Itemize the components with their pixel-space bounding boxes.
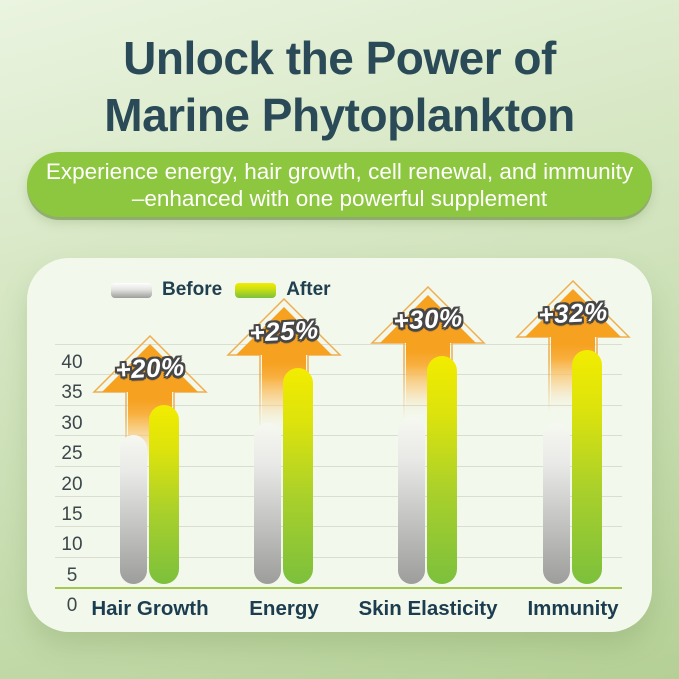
gridline bbox=[55, 526, 622, 528]
bar-before bbox=[254, 422, 281, 584]
increase-arrow-icon bbox=[370, 286, 486, 423]
category-label: Hair Growth bbox=[91, 597, 209, 620]
y-tick-label: 15 bbox=[61, 503, 83, 525]
y-tick-label: 25 bbox=[61, 443, 83, 465]
page-title: Unlock the Power of Marine Phytoplankton bbox=[0, 30, 679, 144]
gridline bbox=[55, 435, 622, 437]
page-title-line1: Unlock the Power of bbox=[123, 32, 556, 84]
chart-card: Before After 40 35 30 25 20 15 10 5 0 +20% Hair Gr… bbox=[27, 258, 652, 632]
legend-label-before: Before bbox=[162, 279, 223, 300]
increase-arrow-icon bbox=[92, 334, 208, 472]
bar-before bbox=[120, 435, 147, 584]
y-tick-label: 35 bbox=[61, 382, 83, 404]
subtitle-line1: Experience energy, hair growth, cell ren… bbox=[45, 158, 634, 184]
bar-after bbox=[283, 368, 313, 584]
category-label: Immunity bbox=[527, 597, 619, 620]
page-title-line2: Marine Phytoplankton bbox=[104, 89, 575, 141]
bar-before bbox=[543, 422, 570, 584]
increase-arrow-icon bbox=[226, 298, 342, 435]
gridline bbox=[55, 374, 622, 376]
chart-legend: Before After bbox=[111, 279, 331, 301]
bar-before bbox=[398, 416, 425, 584]
category-label: Skin Elasticity bbox=[358, 597, 498, 620]
category-label: Energy bbox=[249, 597, 319, 620]
bar-after bbox=[427, 356, 457, 584]
y-tick-label: 0 bbox=[66, 595, 78, 616]
gridline bbox=[55, 465, 622, 467]
y-tick-label: 5 bbox=[66, 564, 78, 586]
y-tick-label: 20 bbox=[61, 473, 83, 495]
x-axis-baseline bbox=[55, 587, 622, 589]
legend-item-after: After bbox=[235, 279, 331, 301]
gridline bbox=[55, 344, 622, 345]
increase-arrow-icon bbox=[515, 280, 631, 417]
legend-item-before: Before bbox=[111, 279, 222, 301]
legend-label-after: After bbox=[286, 279, 331, 300]
gridline bbox=[55, 556, 622, 558]
subtitle-banner: Experience energy, hair growth, cell ren… bbox=[27, 152, 652, 217]
subtitle-line2: –enhanced with one powerful supplement bbox=[131, 185, 548, 211]
plot-area: 40 35 30 25 20 15 10 5 0 +20% Hair Growth +25% Energ… bbox=[27, 258, 652, 632]
legend-swatch-before bbox=[111, 282, 152, 298]
bar-after bbox=[149, 404, 179, 584]
y-tick-label: 40 bbox=[61, 352, 83, 373]
y-tick-label: 30 bbox=[61, 412, 83, 434]
y-tick-label: 10 bbox=[61, 534, 83, 556]
gridline bbox=[55, 404, 622, 406]
legend-swatch-after bbox=[235, 282, 277, 298]
gridline bbox=[55, 495, 622, 497]
bar-after bbox=[572, 350, 602, 584]
